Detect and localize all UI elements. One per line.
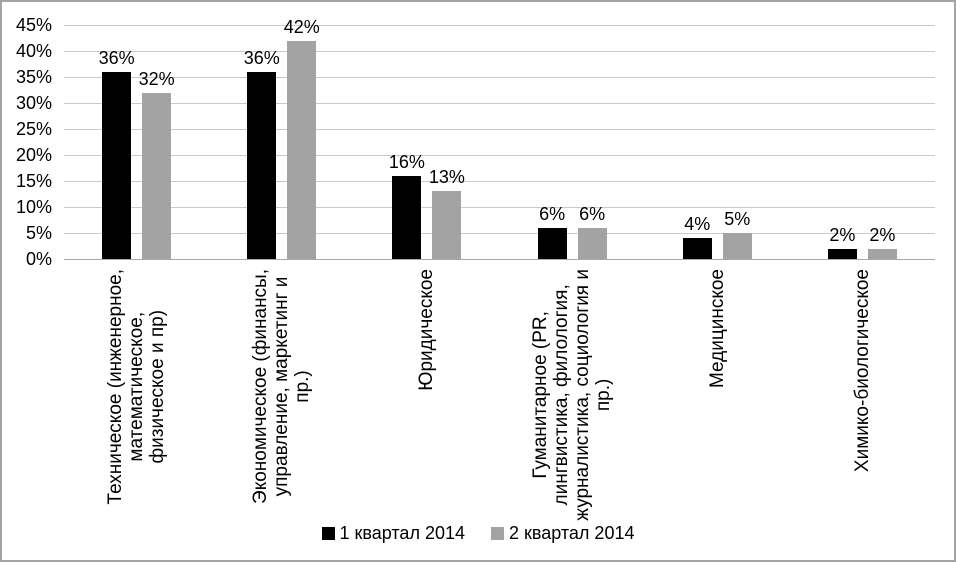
bar-series2-cat3: [432, 191, 462, 259]
bar-value-label: 36%: [243, 47, 280, 68]
bar-value-label: 2%: [869, 224, 896, 245]
bar-value-label: 2%: [829, 224, 856, 245]
bar-series1-cat1: [102, 71, 132, 259]
bar-value-label: 13%: [428, 167, 465, 188]
gridline: [64, 128, 935, 130]
bar-series1-cat2: [247, 71, 277, 259]
bar-series1-cat6: [827, 248, 857, 259]
bar-series1-cat3: [392, 175, 422, 259]
bar-series2-cat5: [722, 233, 752, 259]
gridline: [64, 180, 935, 182]
gridline: [64, 50, 935, 52]
gridline: [64, 24, 935, 26]
gridline: [64, 102, 935, 104]
bar-value-label: 4%: [684, 214, 711, 235]
y-tick-label: 10%: [15, 197, 52, 217]
x-axis-line: [64, 258, 935, 260]
bar-series1-cat4: [537, 227, 567, 259]
bar-series2-cat4: [577, 227, 607, 259]
y-tick-label: 0%: [25, 249, 52, 269]
gridline: [64, 154, 935, 156]
y-tick-label: 45%: [15, 15, 52, 35]
y-tick-label: 25%: [15, 119, 52, 139]
category-label: Юридическое: [416, 269, 438, 391]
bar-value-label: 5%: [724, 209, 751, 229]
bar-series2-cat2: [287, 40, 317, 259]
category-label: Гуманитарное (PR, лингвистика, филология…: [530, 269, 615, 521]
y-tick-label: 5%: [25, 223, 52, 243]
category-label: Химико-биологическое: [851, 269, 873, 473]
y-tick-label: 35%: [15, 67, 52, 87]
bar-series1-cat5: [682, 238, 712, 259]
legend-label: 1 квартал 2014: [339, 523, 465, 543]
gridline: [64, 206, 935, 208]
legend-swatch-icon: [321, 526, 335, 540]
bar-value-label: 32%: [138, 68, 175, 89]
gridline: [64, 76, 935, 78]
bar-value-label: 36%: [98, 47, 135, 68]
legend-item: 2 квартал 2014: [491, 522, 634, 544]
y-tick-label: 15%: [15, 171, 52, 191]
legend: 1 квартал 2014 2 квартал 2014: [2, 522, 954, 544]
category-label: Техническое (инженерное, математическое,…: [105, 269, 169, 505]
bar-series2-cat1: [142, 92, 172, 259]
category-label: Экономическое (финансы, управление, марк…: [250, 269, 314, 504]
y-tick-label: 30%: [15, 93, 52, 113]
y-tick-label: 40%: [15, 41, 52, 61]
gridline: [64, 232, 935, 234]
legend-swatch-icon: [491, 526, 504, 540]
bar-value-label: 42%: [283, 16, 320, 37]
y-tick-label: 20%: [15, 145, 52, 165]
legend-label: 2 квартал 2014: [509, 523, 635, 543]
bar-series2-cat6: [867, 248, 897, 259]
legend-item: 1 квартал 2014: [321, 522, 465, 544]
bar-value-label: 6%: [539, 203, 566, 224]
bar-value-label: 16%: [388, 151, 425, 172]
bar-value-label: 6%: [579, 203, 606, 224]
category-label: Медицинское: [706, 269, 728, 389]
